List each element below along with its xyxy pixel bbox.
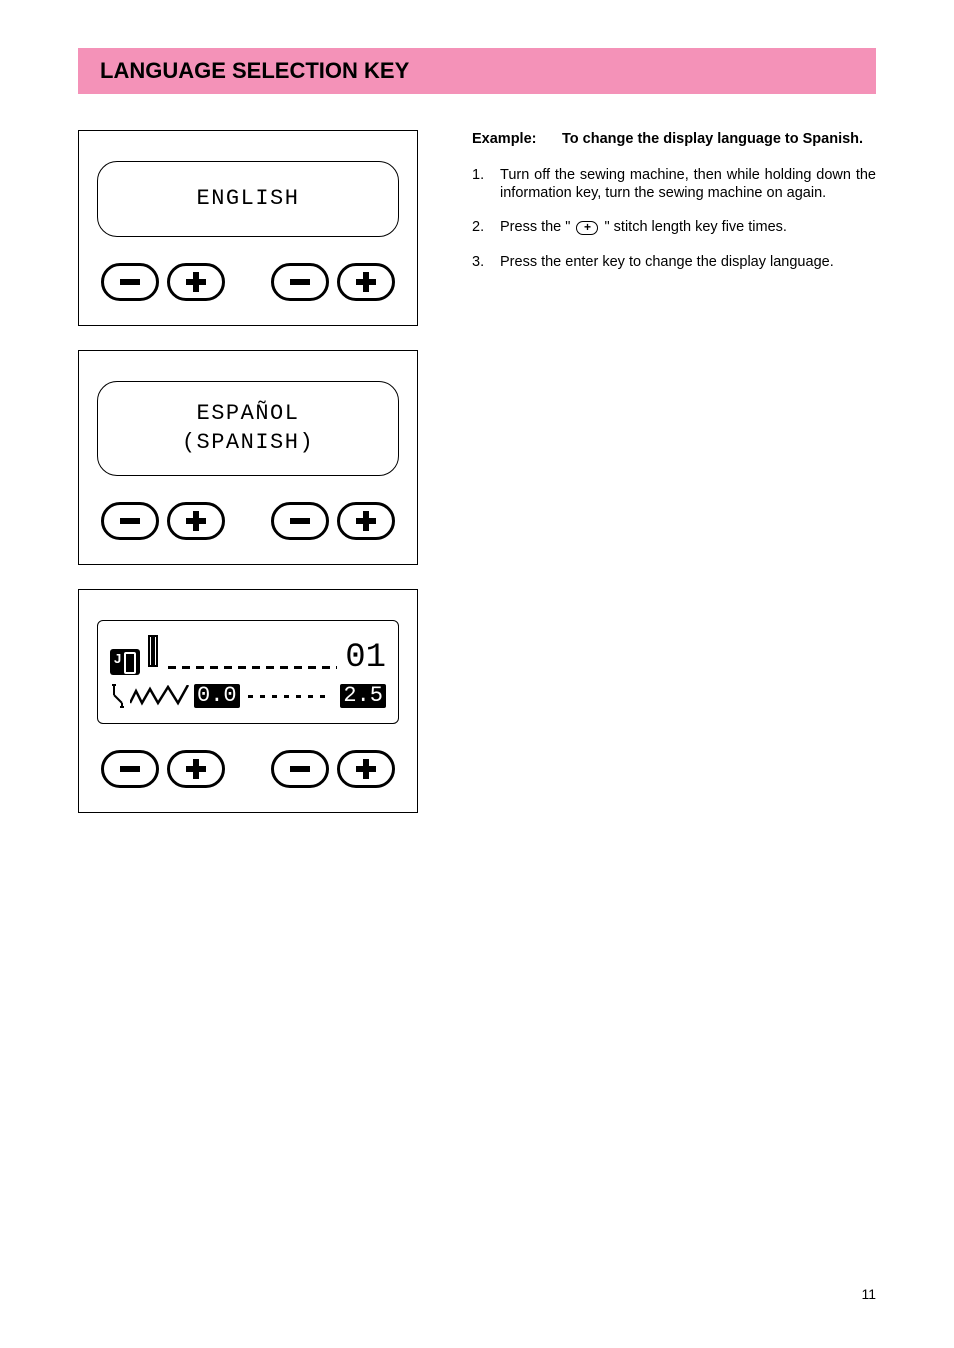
lcd-line: (SPANISH) <box>108 429 388 458</box>
width-buttons <box>101 263 225 301</box>
plus-button[interactable] <box>167 502 225 540</box>
lcd-screen: ESPAÑOL (SPANISH) <box>97 381 399 476</box>
example-label: Example: <box>472 130 562 148</box>
section-header: LANGUAGE SELECTION KEY <box>78 48 876 94</box>
step-number: 1. <box>472 166 500 202</box>
button-row <box>97 502 399 540</box>
button-row <box>97 263 399 301</box>
length-value: 2.5 <box>340 684 386 708</box>
example-heading: Example: To change the display language … <box>472 130 876 148</box>
minus-button[interactable] <box>271 263 329 301</box>
width-icon <box>110 683 128 709</box>
zigzag-icon <box>130 685 192 707</box>
plus-button[interactable] <box>337 502 395 540</box>
length-buttons <box>271 263 395 301</box>
minus-button[interactable] <box>271 750 329 788</box>
lcd-row: 01 <box>110 631 386 675</box>
plus-button[interactable] <box>167 263 225 301</box>
page-number: 11 <box>861 1286 876 1302</box>
width-value: 0.0 <box>194 684 240 708</box>
button-row <box>97 750 399 788</box>
stitch-icon <box>146 634 160 675</box>
length-buttons <box>271 502 395 540</box>
presser-foot-icon <box>110 649 140 675</box>
width-buttons <box>101 502 225 540</box>
minus-button[interactable] <box>101 750 159 788</box>
content-wrap: ENGLISH <box>78 130 876 837</box>
step-number: 3. <box>472 253 500 271</box>
display-panel-stitch: 01 0.0 2.5 <box>78 589 418 813</box>
minus-button[interactable] <box>271 502 329 540</box>
plus-key-icon <box>576 221 598 235</box>
lcd-line: ENGLISH <box>108 185 388 214</box>
right-column: Example: To change the display language … <box>472 130 876 837</box>
dash-line <box>168 666 337 669</box>
width-buttons <box>101 750 225 788</box>
step-text: Press the " " stitch length key five tim… <box>500 218 876 236</box>
stitch-number: 01 <box>345 641 386 675</box>
minus-button[interactable] <box>101 502 159 540</box>
lcd-line: ESPAÑOL <box>108 400 388 429</box>
plus-button[interactable] <box>337 263 395 301</box>
step-item: 1. Turn off the sewing machine, then whi… <box>472 166 876 202</box>
step-text: Press the enter key to change the displa… <box>500 253 876 271</box>
minus-button[interactable] <box>101 263 159 301</box>
step-item: 3. Press the enter key to change the dis… <box>472 253 876 271</box>
step-text: Turn off the sewing machine, then while … <box>500 166 876 202</box>
plus-button[interactable] <box>167 750 225 788</box>
step-number: 2. <box>472 218 500 236</box>
lcd-row: 0.0 2.5 <box>110 679 386 713</box>
display-panel-spanish: ESPAÑOL (SPANISH) <box>78 350 418 565</box>
steps-list: 1. Turn off the sewing machine, then whi… <box>472 166 876 271</box>
left-column: ENGLISH <box>78 130 418 837</box>
lcd-screen: ENGLISH <box>97 161 399 237</box>
step-item: 2. Press the " " stitch length key five … <box>472 218 876 236</box>
display-panel-english: ENGLISH <box>78 130 418 326</box>
example-text: To change the display language to Spanis… <box>562 130 863 148</box>
section-title: LANGUAGE SELECTION KEY <box>100 58 409 83</box>
dot-line <box>248 695 333 698</box>
plus-button[interactable] <box>337 750 395 788</box>
lcd-screen-stitch: 01 0.0 2.5 <box>97 620 399 724</box>
length-buttons <box>271 750 395 788</box>
